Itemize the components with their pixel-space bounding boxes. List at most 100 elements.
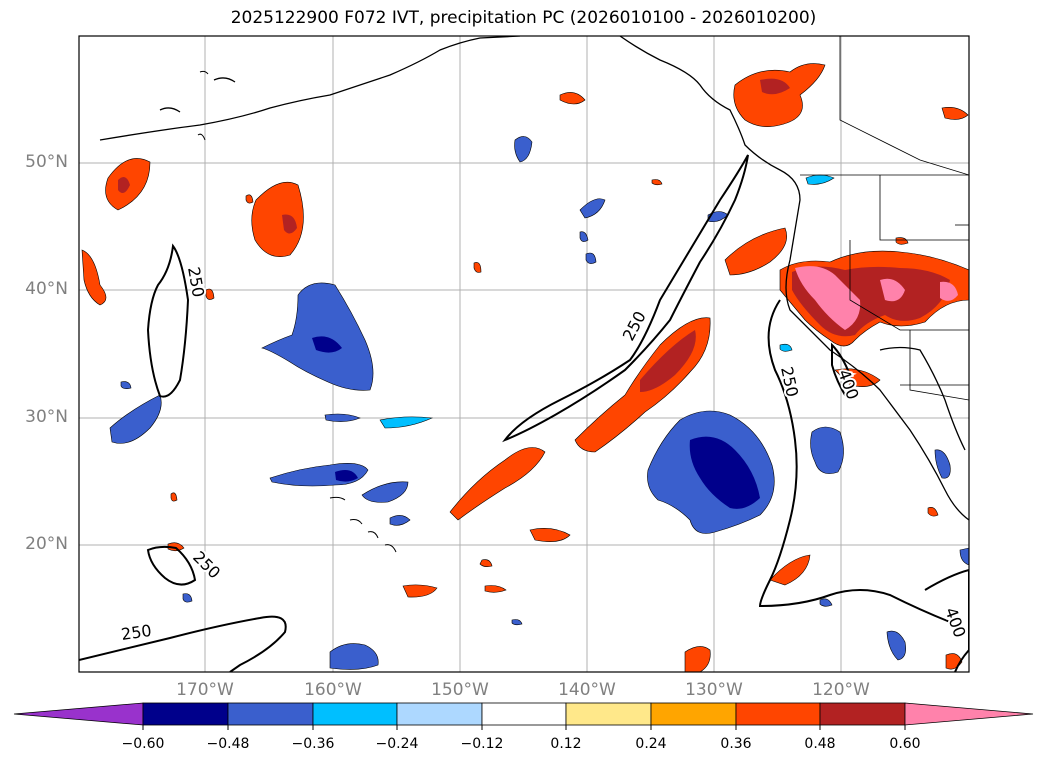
warm-region: [245, 194, 254, 204]
cool-region: [959, 547, 969, 566]
cool-region: [312, 336, 342, 353]
colorbar: [13, 702, 1034, 730]
islands: [197, 70, 397, 553]
warm-region: [479, 559, 493, 567]
warm-region: [402, 584, 438, 598]
warm-region: [684, 646, 711, 672]
colorbar-ticks: [142, 725, 906, 730]
colorbar-segment: [565, 702, 652, 726]
colorbar-segment: [735, 702, 821, 726]
warm-region: [205, 288, 215, 300]
warm-region: [81, 249, 107, 306]
warm-region: [834, 368, 881, 387]
warm-region: [733, 63, 826, 127]
warm-region: [559, 92, 586, 105]
cool-region: [182, 593, 193, 603]
warm-region: [529, 528, 571, 542]
colorbar-label: 0.36: [720, 736, 752, 752]
warm-region: [651, 179, 663, 186]
plot-frame: [78, 35, 970, 673]
colorbar-label: 0.24: [635, 736, 667, 752]
colorbar-label: −0.36: [291, 736, 335, 752]
borders: [800, 36, 969, 401]
lon-tick-label: 130°W: [685, 680, 743, 700]
lat-tick-label: 50°N: [25, 152, 68, 172]
warm-region: [927, 507, 939, 517]
warm-region: [640, 330, 696, 392]
ivt-contour-250: [79, 615, 287, 672]
colorbar-segment: [142, 702, 229, 726]
colorbar-label: −0.60: [121, 736, 165, 752]
lon-tick-label: 150°W: [431, 680, 489, 700]
positive-pc-regions: [81, 63, 969, 672]
cool-region: [324, 413, 361, 422]
warm-region: [880, 278, 905, 302]
warm-region: [118, 176, 130, 194]
warm-region: [449, 447, 546, 521]
cool-region: [934, 449, 951, 479]
ivt-contours: [79, 154, 969, 672]
lat-tick-label: 20°N: [25, 534, 68, 554]
colorbar-label: 0.48: [804, 736, 836, 752]
warm-region: [760, 78, 790, 95]
colorbar-label: −0.24: [375, 736, 419, 752]
cool-region: [335, 470, 358, 482]
warm-region: [473, 262, 482, 273]
cool-region: [585, 252, 597, 264]
cool-region: [886, 630, 906, 661]
cool-region: [120, 381, 132, 389]
cool-region: [579, 198, 606, 219]
colorbar-segment: [227, 702, 314, 726]
cool-region: [361, 481, 409, 503]
colorbar-segment: [650, 702, 737, 726]
colorbar-segment: [396, 702, 483, 726]
colorbar-segment: [481, 702, 567, 726]
lat-tick-label: 40°N: [25, 279, 68, 299]
colorbar-label: 0.60: [889, 736, 921, 752]
ivt-contour-250: [502, 154, 749, 443]
warm-region: [282, 214, 297, 234]
warm-region: [795, 266, 861, 330]
warm-region: [769, 554, 811, 586]
colorbar-segment: [904, 702, 1034, 726]
coastlines: [99, 36, 969, 521]
warm-region: [940, 281, 958, 301]
cool-region: [579, 231, 589, 242]
cool-region: [329, 643, 379, 670]
ivt-contour-250: [146, 243, 190, 398]
colorbar-label: −0.48: [206, 736, 250, 752]
lon-tick-label: 140°W: [558, 680, 616, 700]
warm-region: [170, 492, 178, 502]
warm-region: [167, 542, 185, 552]
colorbar-label: −0.12: [460, 736, 504, 752]
lon-tick-label: 170°W: [176, 680, 234, 700]
colorbar-label: 0.12: [550, 736, 582, 752]
cool-region: [810, 426, 844, 474]
ivt-contour-400: [924, 568, 969, 672]
cool-region: [379, 416, 434, 429]
ivt-contour-250: [146, 545, 197, 586]
warm-region: [484, 585, 507, 593]
cool-region: [819, 598, 833, 607]
cool-region: [511, 619, 523, 626]
negative-pc-regions: [109, 136, 969, 670]
cool-region: [779, 343, 793, 352]
lon-tick-label: 120°W: [812, 680, 870, 700]
ivt-contour-250: [758, 299, 951, 623]
colorbar-segment: [312, 702, 398, 726]
cool-region: [389, 515, 411, 526]
lat-tick-label: 30°N: [25, 407, 68, 427]
warm-region: [895, 237, 909, 245]
colorbar-segment: [13, 702, 144, 726]
cool-region: [109, 394, 162, 444]
cool-region: [689, 436, 760, 509]
warm-region: [724, 227, 787, 276]
warm-region: [251, 181, 304, 257]
cool-region: [805, 174, 835, 185]
map-title: 2025122900 F072 IVT, precipitation PC (2…: [230, 8, 817, 28]
warm-region: [941, 107, 969, 120]
lon-tick-label: 160°W: [304, 680, 362, 700]
colorbar-segment: [819, 702, 906, 726]
cool-region: [514, 136, 533, 163]
